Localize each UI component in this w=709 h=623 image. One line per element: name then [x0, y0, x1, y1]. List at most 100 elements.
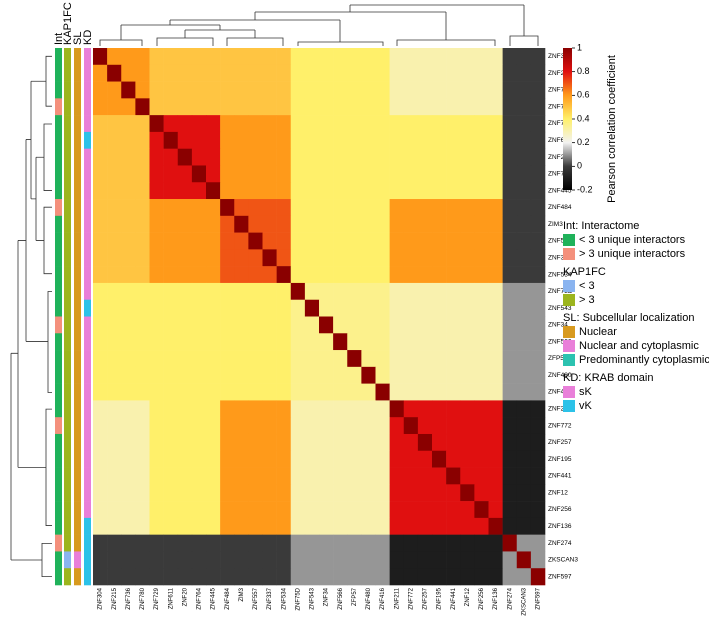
- heatmap-cell: [93, 215, 108, 233]
- heatmap-cell: [121, 299, 136, 317]
- heatmap-cell: [333, 199, 348, 217]
- heatmap-cell: [417, 400, 433, 418]
- heatmap-cell: [290, 182, 306, 200]
- heatmap-cell: [333, 350, 348, 368]
- heatmap-cell: [177, 433, 193, 452]
- heatmap-cell: [516, 400, 532, 418]
- heatmap-cell: [361, 232, 376, 250]
- heatmap-cell: [417, 501, 433, 519]
- heatmap-cell: [417, 417, 433, 435]
- row-label: ZIM3: [548, 221, 563, 228]
- heatmap-cell: [290, 568, 306, 586]
- heatmap-cell: [304, 433, 320, 452]
- heatmap-cell: [177, 333, 193, 351]
- heatmap-cell: [220, 182, 235, 200]
- heatmap-cell: [361, 417, 376, 435]
- annotation-cell: [64, 551, 71, 569]
- heatmap-cell: [347, 249, 362, 267]
- heatmap-cell: [276, 383, 292, 401]
- heatmap-cell: [319, 366, 334, 384]
- heatmap-cell: [262, 517, 277, 535]
- colorbar-tick-label: 1: [577, 42, 582, 52]
- heatmap-cell: [502, 350, 518, 368]
- heatmap-cell: [446, 249, 461, 267]
- heatmap-cell: [304, 568, 320, 586]
- heatmap-cell: [149, 400, 164, 418]
- heatmap-cell: [107, 249, 122, 267]
- heatmap-cell: [488, 400, 503, 418]
- heatmap-cell: [220, 316, 235, 334]
- row-label: ZNF256: [548, 506, 572, 513]
- heatmap-cell: [347, 534, 362, 552]
- heatmap-cell: [446, 131, 461, 149]
- heatmap-cell: [389, 400, 405, 418]
- annotation-cell: [55, 383, 62, 401]
- heatmap-cell: [488, 299, 503, 317]
- heatmap-cell: [304, 400, 320, 418]
- heatmap-cell: [93, 299, 108, 317]
- heatmap-cell: [149, 215, 164, 233]
- heatmap-cell: [502, 64, 518, 82]
- heatmap-cell: [248, 148, 263, 166]
- heatmap-cell: [135, 148, 150, 166]
- heatmap-cell: [163, 551, 179, 569]
- heatmap-cell: [262, 232, 277, 250]
- heatmap-cell: [460, 81, 475, 99]
- heatmap-cell: [93, 534, 108, 552]
- colorbar-tick-label: 0.2: [577, 137, 590, 147]
- heatmap-cell: [319, 131, 334, 149]
- heatmap-cell: [276, 450, 292, 468]
- heatmap-cell: [135, 182, 150, 200]
- heatmap-cell: [220, 467, 235, 485]
- annotation-cell: [74, 400, 81, 418]
- heatmap-cell: [248, 366, 263, 384]
- heatmap-cell: [530, 568, 546, 586]
- heatmap-cell: [375, 333, 390, 351]
- heatmap-cell: [403, 266, 419, 284]
- heatmap-cell: [135, 131, 150, 149]
- heatmap-cell: [135, 551, 150, 569]
- heatmap-cell: [234, 551, 249, 569]
- colorbar-tick-label: 0: [577, 161, 582, 171]
- heatmap-cell: [304, 199, 320, 217]
- annotation-cell: [74, 199, 81, 217]
- heatmap-cell: [389, 215, 405, 233]
- heatmap-cell: [516, 484, 532, 502]
- annotation-cell: [84, 366, 91, 384]
- heatmap-cell: [516, 131, 532, 149]
- heatmap-cell: [403, 282, 419, 301]
- heatmap-cell: [403, 249, 419, 267]
- annotation-cell: [64, 115, 71, 133]
- heatmap-cell: [93, 81, 108, 99]
- annotation-cell: [55, 316, 62, 334]
- heatmap-cell: [319, 215, 334, 233]
- column-label: ZNF256: [479, 587, 485, 609]
- annotation-header: Int: [53, 33, 65, 45]
- heatmap-cell: [135, 433, 150, 452]
- annotation-cell: [74, 534, 81, 552]
- heatmap-cell: [220, 433, 235, 452]
- heatmap-cell: [333, 98, 348, 116]
- annotation-cell: [74, 282, 81, 301]
- heatmap-cell: [177, 48, 193, 66]
- heatmap-cell: [149, 98, 164, 116]
- heatmap-cell: [163, 182, 179, 200]
- heatmap-cell: [474, 249, 489, 267]
- heatmap-cell: [432, 484, 447, 502]
- heatmap-cell: [206, 232, 221, 250]
- heatmap-cell: [446, 501, 461, 519]
- heatmap-cell: [347, 400, 362, 418]
- heatmap-cell: [290, 467, 306, 485]
- heatmap-cell: [319, 534, 334, 552]
- heatmap-cell: [460, 282, 475, 301]
- heatmap-cell: [304, 316, 320, 334]
- column-label: ZNF20: [182, 587, 188, 606]
- heatmap-cell: [262, 568, 277, 586]
- row-label: ZKSCAN3: [548, 557, 578, 564]
- annotation-cell: [74, 98, 81, 116]
- heatmap-cell: [502, 366, 518, 384]
- heatmap-cell: [333, 383, 348, 401]
- annotation-cell: [84, 215, 91, 233]
- heatmap-cell: [516, 299, 532, 317]
- heatmap-cell: [220, 551, 235, 569]
